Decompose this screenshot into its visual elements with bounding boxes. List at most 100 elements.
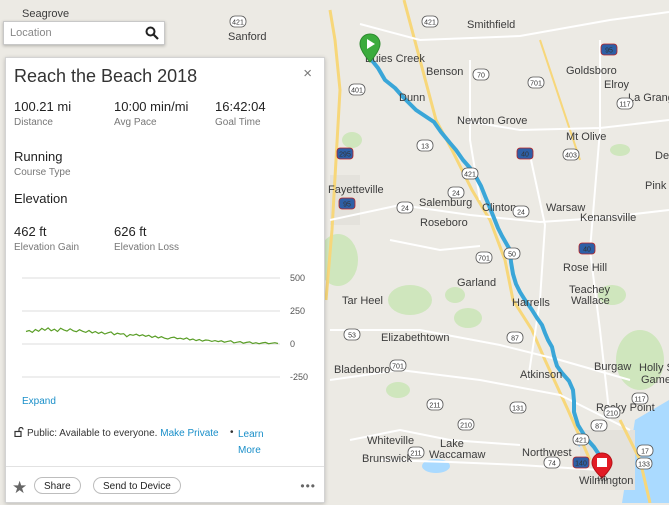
panel-footer: ★ Share Send to Device •••	[6, 466, 324, 505]
map-place-label: Fayetteville	[328, 184, 384, 196]
map-place-label: Teachey	[569, 284, 610, 296]
close-icon[interactable]: ×	[303, 65, 312, 82]
route-shield-icon: 421	[229, 15, 247, 28]
search-icon[interactable]	[145, 26, 159, 40]
route-shield-icon: 701	[527, 76, 545, 89]
route-shield-icon: 50	[503, 247, 521, 260]
svg-text:403: 403	[565, 153, 577, 160]
svg-text:295: 295	[339, 152, 351, 159]
route-shield-icon: 117	[631, 392, 649, 405]
svg-text:87: 87	[511, 336, 519, 343]
privacy-bullet: •	[230, 427, 234, 438]
star-icon[interactable]: ★	[12, 478, 28, 497]
stat-pace-value: 10:00 min/mi	[114, 99, 189, 114]
route-shield-icon: 701	[475, 251, 493, 264]
svg-text:117: 117	[634, 397, 645, 404]
more-options-icon[interactable]: •••	[300, 479, 316, 493]
svg-text:701: 701	[478, 256, 490, 263]
location-search-input[interactable]	[4, 22, 145, 44]
svg-text:40: 40	[583, 247, 591, 254]
svg-text:133: 133	[638, 462, 650, 469]
chart-y-tick-label: 500	[290, 273, 305, 283]
map-place-label: Goldsboro	[566, 65, 617, 77]
park-areas	[318, 132, 664, 398]
route-shield-icon: 211	[407, 446, 425, 459]
map-place-label: Dee	[655, 150, 669, 162]
svg-text:40: 40	[521, 152, 529, 159]
send-to-device-button[interactable]: Send to Device	[93, 477, 181, 494]
route-shield-icon: 24	[396, 201, 414, 214]
privacy-text: Public: Available to everyone.	[27, 428, 158, 439]
map-place-label: Harrells	[512, 297, 550, 309]
chart-y-tick-label: 250	[290, 306, 305, 316]
make-private-link[interactable]: Make Private	[160, 428, 219, 439]
route-shield-icon: 421	[461, 167, 479, 180]
svg-text:24: 24	[517, 210, 525, 217]
map-place-label: Atkinson	[520, 369, 562, 381]
route-start-marker[interactable]	[359, 33, 381, 63]
route-shield-icon: 211	[426, 398, 444, 411]
elevation-loss: 626 ft Elevation Loss	[114, 224, 179, 253]
svg-text:210: 210	[606, 411, 618, 418]
interstate-shield-icon: 95	[338, 197, 356, 210]
svg-text:211: 211	[429, 403, 440, 410]
stat-goal-time-label: Goal Time	[215, 117, 261, 128]
svg-text:421: 421	[424, 20, 436, 27]
svg-text:210: 210	[460, 423, 472, 430]
stat-goal-time: 16:42:04 Goal Time	[215, 99, 266, 128]
map-place-label: Clinton	[482, 202, 516, 214]
elevation-heading: Elevation	[14, 191, 68, 206]
course-type-value: Running	[14, 149, 63, 164]
interstate-shield-icon: 140	[572, 456, 590, 469]
map-place-label: Warsaw	[546, 202, 585, 214]
end-marker-label: 100	[597, 477, 608, 482]
stat-pace-label: Avg Pace	[114, 117, 157, 128]
route-end-marker[interactable]: 100	[590, 452, 614, 482]
svg-text:140: 140	[575, 461, 587, 468]
route-shield-icon: 117	[616, 97, 634, 110]
expand-link[interactable]: Expand	[22, 396, 56, 407]
learn-more-link[interactable]: Learn More	[238, 429, 264, 456]
route-shield-icon: 421	[421, 15, 439, 28]
route-shield-icon: 24	[447, 186, 465, 199]
svg-text:13: 13	[421, 144, 429, 151]
map-shields: 421 421 70 401 701 117 13 421 95 40 403 295 95 24 24 24…	[229, 15, 654, 470]
svg-text:421: 421	[464, 172, 476, 179]
elevation-series-line	[25, 327, 279, 345]
privacy-row: Public: Available to everyone. Make Priv…	[14, 427, 314, 456]
interstate-shield-icon: 40	[516, 147, 534, 160]
map-place-label: Lake	[440, 438, 464, 450]
svg-text:87: 87	[595, 424, 603, 431]
map-place-label: Holly S	[639, 362, 669, 374]
elevation-loss-value: 626 ft	[114, 224, 147, 239]
route-shield-icon: 24	[512, 205, 530, 218]
svg-text:17: 17	[641, 449, 649, 456]
map-labels: Seagrove Sanford Smithfield Buies CreekBens…	[22, 8, 669, 487]
map-place-label: Elroy	[604, 79, 630, 91]
location-search	[3, 21, 165, 45]
map-place-label: Wallace	[571, 295, 610, 307]
elevation-chart: 500 250 0 -250	[22, 273, 308, 382]
route-shield-icon: 87	[506, 331, 524, 344]
svg-text:24: 24	[452, 191, 460, 198]
map-place-label: Northwest	[522, 447, 572, 459]
stat-goal-time-value: 16:42:04	[215, 99, 266, 114]
route-shield-icon: 17	[636, 444, 654, 457]
stat-pace: 10:00 min/mi Avg Pace	[114, 99, 188, 128]
map-place-label: Brunswick	[362, 453, 413, 465]
route-shield-icon: 701	[389, 359, 407, 372]
map-place-label: Benson	[426, 66, 463, 78]
map-place-label: Salemburg	[419, 197, 472, 209]
map-place-label: Bladenboro	[334, 364, 390, 376]
route-shield-icon: 87	[590, 419, 608, 432]
map-place-label: Buies Creek	[365, 53, 425, 65]
course-type: Running Course Type	[14, 149, 71, 178]
share-button[interactable]: Share	[34, 477, 81, 494]
interstate-shield-icon: 40	[578, 242, 596, 255]
route-shield-icon: 421	[572, 433, 590, 446]
route-shield-icon: 133	[635, 457, 653, 470]
svg-text:701: 701	[530, 81, 542, 88]
unlock-icon	[14, 427, 24, 437]
route-shield-icon: 401	[348, 83, 366, 96]
route-shield-icon: 74	[543, 456, 561, 469]
